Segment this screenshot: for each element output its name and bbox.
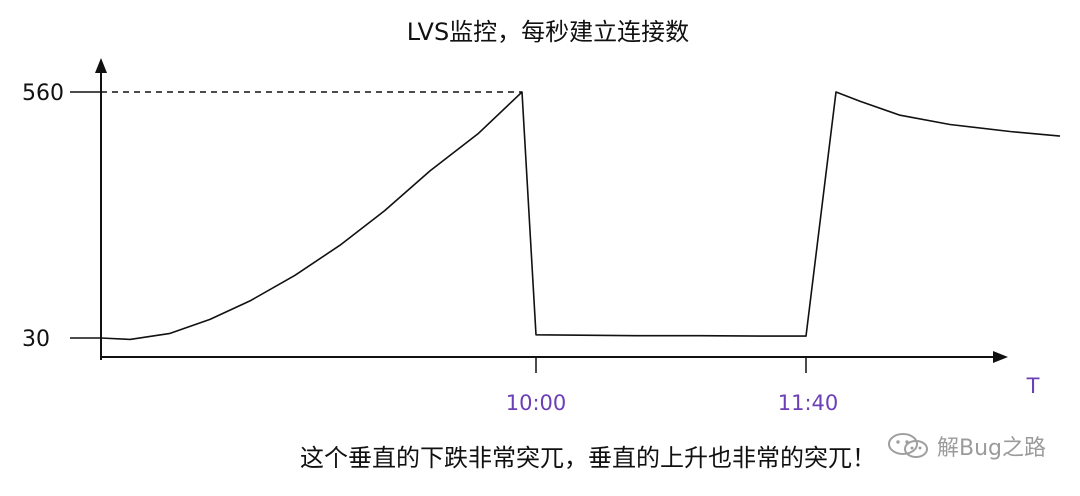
y-tick-label-560: 560 [22, 81, 64, 106]
y-tick-30: 30 [22, 327, 101, 352]
wechat-logo-icon [887, 433, 928, 458]
series-points [101, 92, 1060, 340]
x-axis-label: T [1026, 374, 1040, 398]
x-axis-arrow-icon [993, 351, 1008, 363]
watermark-text: 解Bug之路 [936, 436, 1046, 461]
chart-title: LVS监控，每秒建立连接数 [407, 18, 689, 46]
y-axis-arrow-icon [95, 58, 107, 73]
x-tick-1140: 11:40 [778, 357, 839, 415]
x-tick-label-1140: 11:40 [778, 391, 839, 415]
x-axis [101, 351, 1008, 363]
x-tick-1000: 10:00 [506, 357, 567, 415]
chart-caption: 这个垂直的下跌非常突兀，垂直的上升也非常的突兀！ [300, 444, 876, 472]
y-axis [95, 58, 107, 360]
x-tick-label-1000: 10:00 [506, 391, 567, 415]
watermark: 解Bug之路 [887, 430, 1046, 462]
y-tick-560: 560 [22, 81, 101, 106]
y-tick-label-30: 30 [22, 327, 50, 352]
series-line [100, 91, 1061, 341]
